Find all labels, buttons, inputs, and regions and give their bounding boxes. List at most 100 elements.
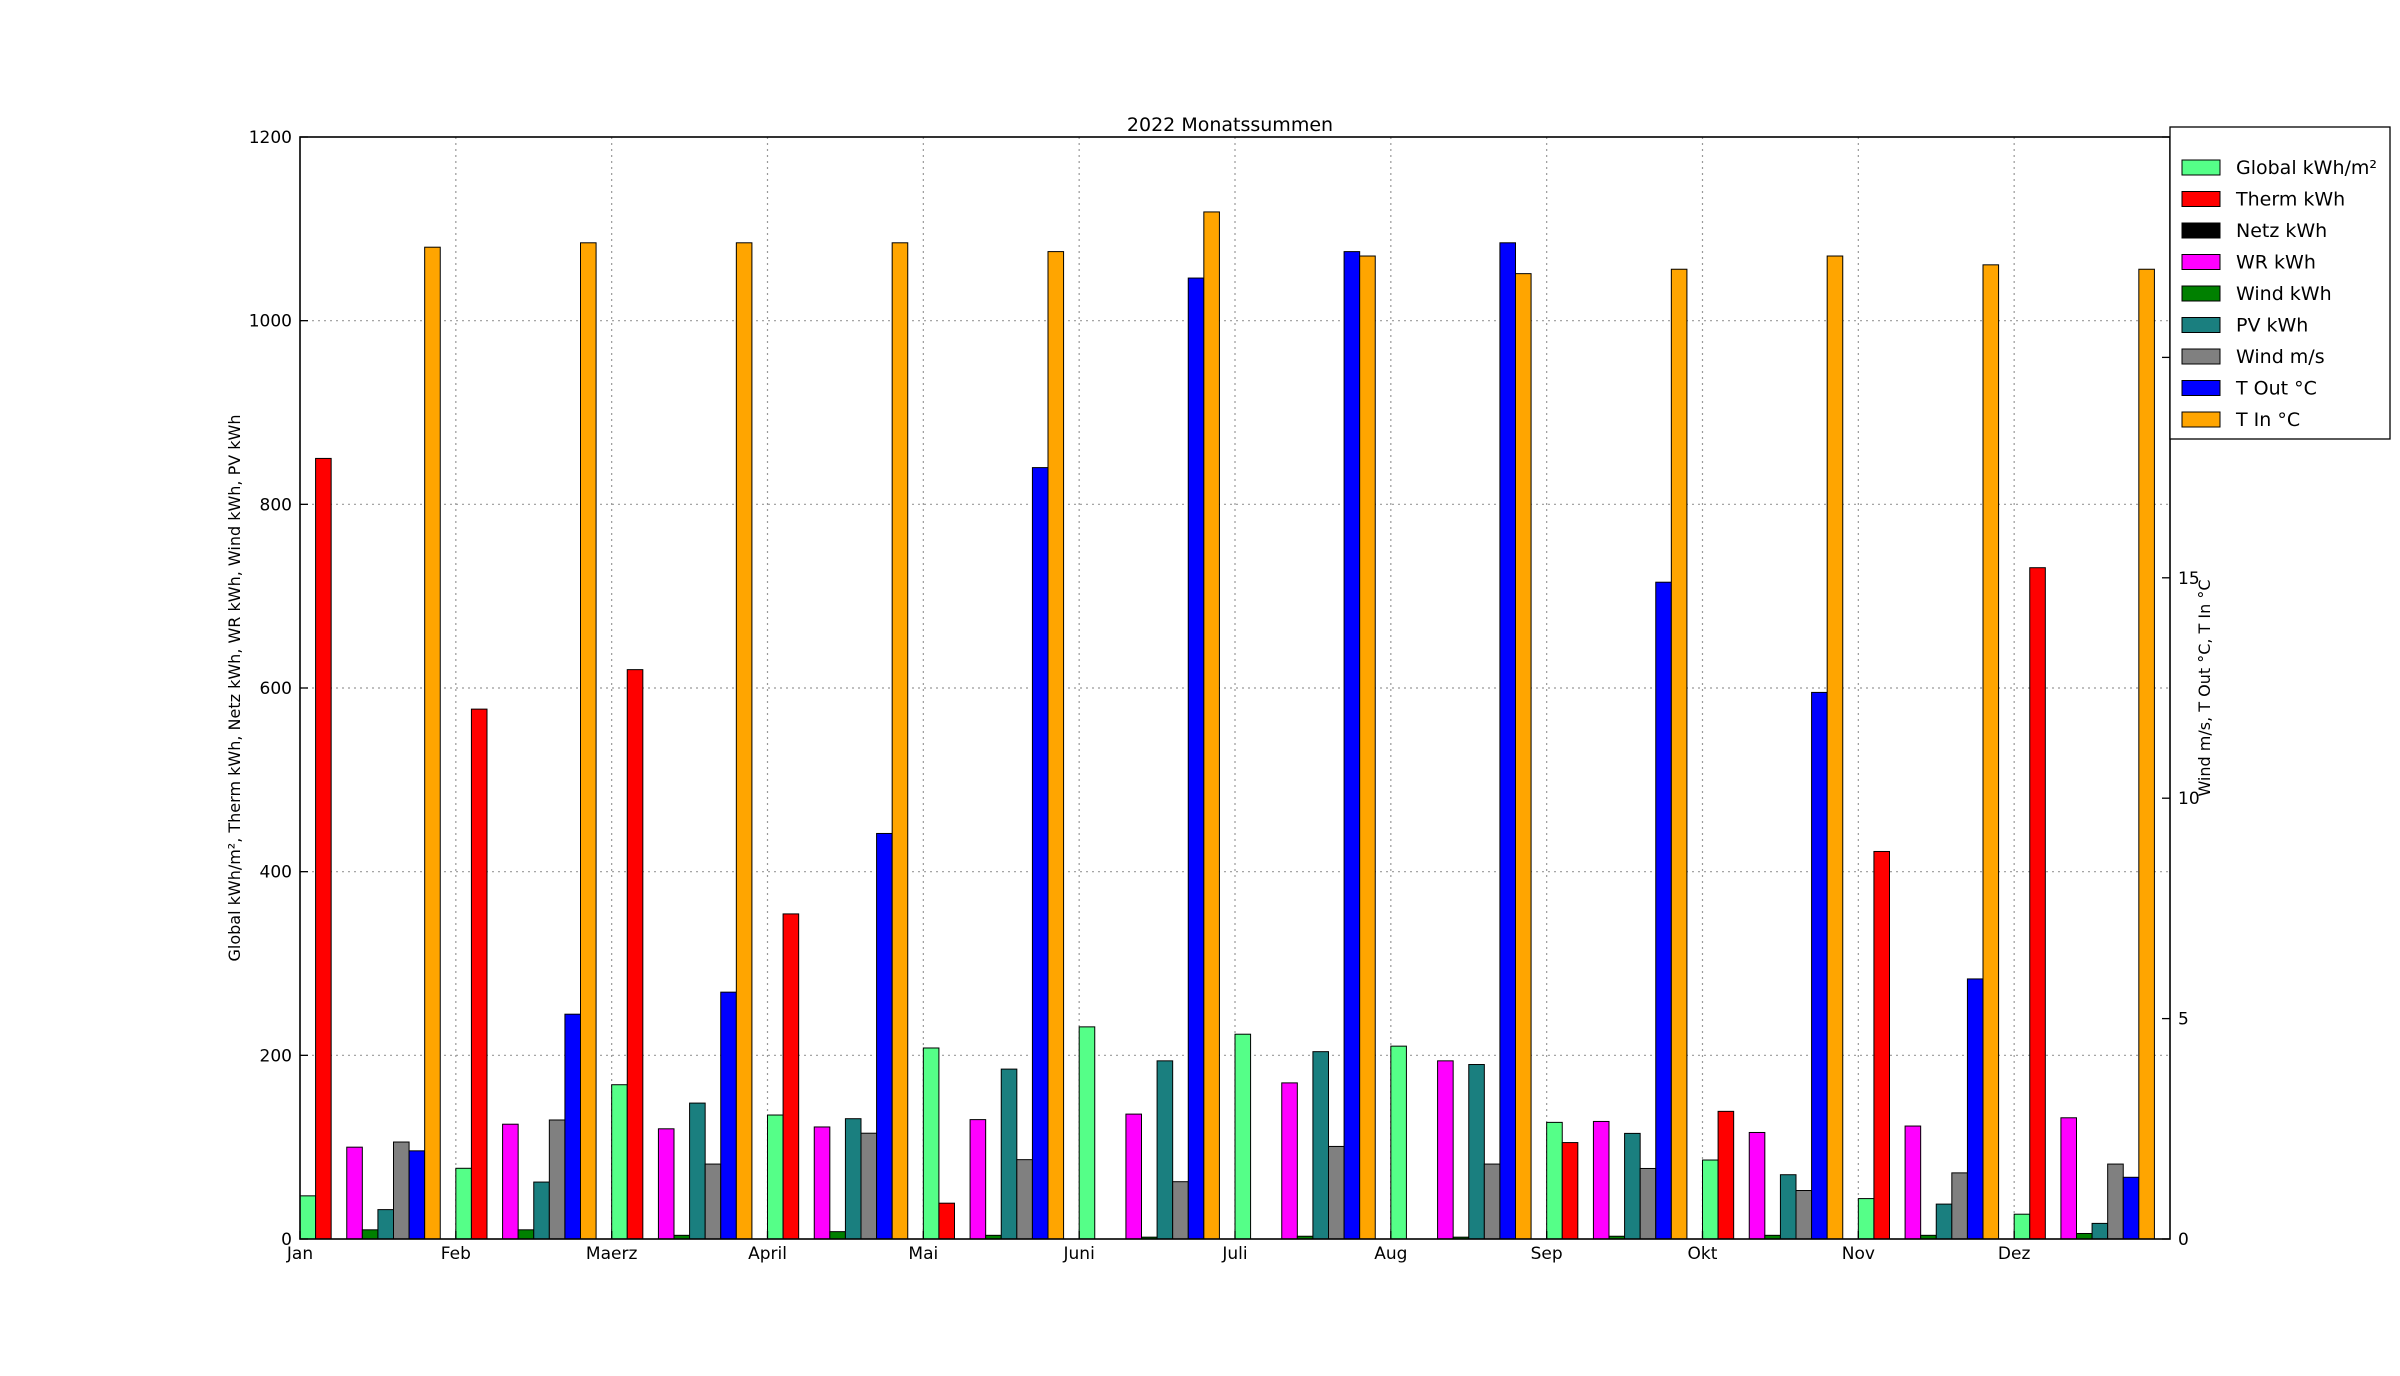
bar: [548, 1119, 566, 1240]
bar: [1156, 1060, 1174, 1240]
bar: [1328, 1145, 1345, 1240]
left-tick-label: 600: [260, 679, 292, 699]
legend-swatch: [2181, 380, 2221, 396]
x-tick-label: Okt: [1688, 1244, 1718, 1264]
bar: [377, 1209, 394, 1240]
legend-swatch: [2181, 317, 2221, 333]
bar: [782, 913, 800, 1240]
legend-label: PV kWh: [2236, 315, 2308, 337]
left-tick-label: 1000: [249, 312, 292, 332]
bar: [626, 669, 644, 1240]
bar: [2060, 1117, 2078, 1240]
bar: [1655, 581, 1672, 1240]
legend-label: Netz kWh: [2236, 220, 2327, 242]
bar: [1515, 273, 1532, 1240]
bar: [455, 1167, 472, 1240]
left-tick-label: 200: [260, 1046, 292, 1066]
bar: [2076, 1232, 2093, 1240]
legend-swatch: [2181, 222, 2221, 239]
bar: [1592, 1120, 1610, 1240]
right-tick-label: 5: [2178, 1010, 2189, 1030]
bar: [922, 1047, 940, 1240]
bar: [1390, 1045, 1407, 1240]
bar: [361, 1229, 379, 1240]
bar: [1312, 1051, 1329, 1240]
bars: [299, 211, 2155, 1240]
x-tick-label: Juli: [1221, 1244, 1247, 1264]
bar: [1016, 1159, 1033, 1240]
bar: [1857, 1198, 1875, 1240]
bar: [1935, 1203, 1953, 1240]
bar: [1031, 467, 1049, 1240]
bar: [580, 242, 597, 1240]
legend-label: Wind kWh: [2236, 283, 2332, 305]
bar: [1437, 1060, 1454, 1240]
legend: Global kWh/m² Therm kWh Netz kWh WR kWh Wind…: [2169, 126, 2391, 440]
bar: [1203, 211, 1220, 1240]
bar: [969, 1119, 987, 1240]
legend-label: Therm kWh: [2235, 189, 2345, 211]
bar: [502, 1123, 519, 1240]
x-tick-label: Mai: [908, 1244, 938, 1264]
x-tick-label: Juni: [1063, 1244, 1095, 1264]
legend-swatch: [2181, 285, 2221, 302]
legend-swatch: [2181, 411, 2221, 428]
bar: [1811, 691, 1828, 1240]
right-tick-label: 10: [2178, 789, 2200, 809]
bar: [689, 1102, 706, 1240]
bar: [1078, 1026, 1096, 1240]
x-tick-label: Dez: [1998, 1244, 2031, 1264]
bar: [1748, 1131, 1766, 1240]
bar: [844, 1118, 862, 1240]
legend-label: WR kWh: [2236, 252, 2316, 274]
x-tick-label: Aug: [1374, 1244, 1407, 1264]
bar: [1359, 255, 1376, 1240]
bar: [1717, 1110, 1735, 1240]
bar: [611, 1084, 628, 1240]
bar: [424, 246, 441, 1240]
bar: [829, 1231, 846, 1240]
bar: [1546, 1121, 1563, 1240]
bar: [1234, 1033, 1252, 1240]
bar: [1826, 255, 1844, 1240]
legend-label: T In °C: [2235, 409, 2300, 431]
bar: [1873, 850, 1890, 1240]
bar: [1125, 1113, 1142, 1240]
bar: [2107, 1163, 2124, 1240]
bar: [657, 1128, 675, 1240]
left-axis: 0 200 400 600 800 1000 1200: [249, 128, 308, 1250]
x-tick-label: Sep: [1531, 1244, 1563, 1264]
legend-swatch: [2181, 159, 2221, 176]
bar: [1187, 277, 1205, 1240]
left-tick-label: 1200: [249, 128, 292, 148]
bar: [2122, 1176, 2140, 1240]
bar: [1000, 1068, 1018, 1240]
bar: [2013, 1213, 2031, 1240]
bar: [346, 1146, 363, 1240]
legend-swatch: [2181, 254, 2221, 270]
x-tick-label: Feb: [441, 1244, 471, 1264]
bar: [704, 1163, 722, 1240]
bar: [1047, 251, 1065, 1240]
bar: [1639, 1167, 1657, 1240]
bar: [2091, 1222, 2109, 1240]
bar: [1343, 251, 1361, 1240]
left-tick-label: 0: [281, 1230, 292, 1250]
x-axis: Jan Feb Maerz April Mai Juni Juli Aug Sep Okt Nov D…: [286, 1231, 2031, 1264]
legend-label: Wind m/s: [2236, 346, 2325, 368]
bar: [1966, 978, 1984, 1240]
bar: [564, 1013, 582, 1240]
right-tick-label: 15: [2178, 569, 2200, 589]
legend-swatch: [2181, 191, 2221, 207]
bar: [1982, 264, 2000, 1240]
bar: [533, 1181, 550, 1240]
bar: [938, 1202, 956, 1240]
left-tick-label: 400: [260, 863, 292, 883]
bar: [1951, 1172, 1968, 1240]
bar: [1281, 1082, 1298, 1240]
bar: [891, 242, 909, 1240]
bar: [2029, 567, 2046, 1240]
x-tick-label: Maerz: [586, 1244, 638, 1264]
bar: [1483, 1163, 1501, 1240]
